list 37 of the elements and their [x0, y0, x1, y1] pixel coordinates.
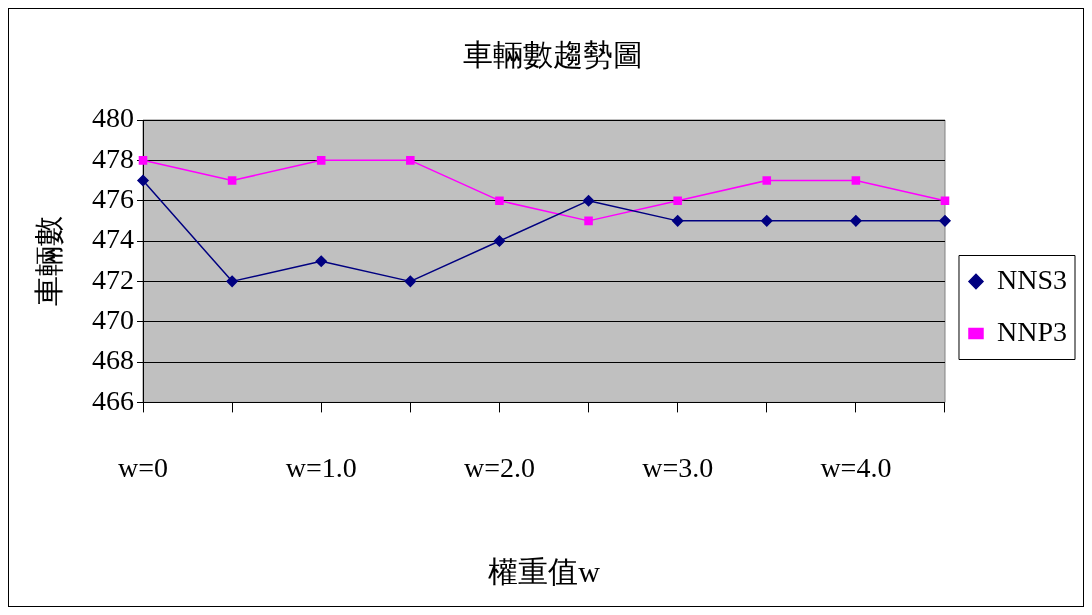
point: [940, 196, 950, 205]
y-tick-label: 474: [92, 223, 134, 255]
legend-label: NNP3: [996, 315, 1067, 347]
x-tick-label: w=0: [117, 451, 169, 483]
y-tick-label: 470: [92, 304, 134, 336]
y-tick-label: 478: [92, 142, 134, 174]
point: [762, 176, 772, 185]
x-tick-label: w=2.0: [463, 451, 535, 483]
point: [316, 156, 326, 165]
y-tick-label: 480: [92, 102, 134, 134]
point: [671, 215, 684, 227]
chart-title: 車輛數趨勢圖: [463, 37, 643, 71]
point: [939, 215, 951, 227]
point: [404, 275, 417, 288]
point: [584, 216, 593, 226]
point: [227, 176, 237, 185]
legend-label: NNS3: [996, 263, 1067, 295]
point: [850, 215, 862, 227]
x-tick-label: w=4.0: [820, 451, 892, 483]
y-tick-label: 472: [92, 263, 134, 295]
point: [226, 275, 238, 288]
y-tick-label: 468: [92, 344, 134, 376]
point: [315, 255, 327, 267]
x-tick-label: w=1.0: [285, 451, 357, 483]
point: [137, 174, 149, 187]
x-tick-label: w=3.0: [642, 451, 714, 483]
y-axis-title: 車輛數: [31, 216, 65, 307]
y-tick-label: 476: [92, 183, 134, 215]
point: [851, 176, 861, 185]
point: [495, 196, 504, 205]
point: [761, 215, 773, 227]
point: [582, 194, 595, 207]
y-tick-label: 466: [92, 384, 134, 416]
point: [673, 196, 682, 205]
point: [493, 235, 506, 247]
x-axis-title: 權重值w: [488, 554, 601, 588]
point: [406, 156, 415, 165]
